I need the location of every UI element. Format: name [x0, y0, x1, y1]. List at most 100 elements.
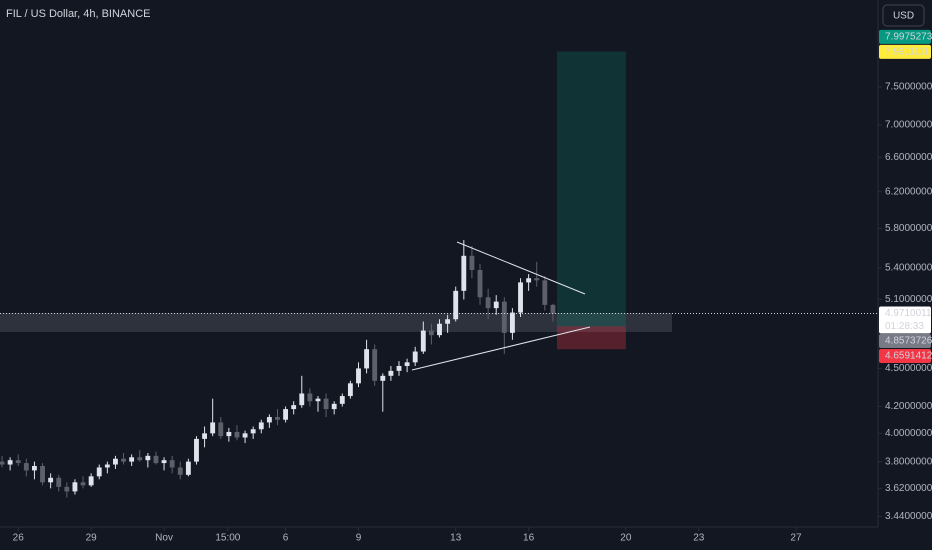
- candle-body: [509, 312, 515, 333]
- candle-body: [202, 433, 207, 439]
- candle-body: [445, 319, 451, 324]
- price-marker-box: [879, 349, 931, 364]
- y-tick-label: 4.0000000: [885, 428, 932, 439]
- y-tick-label: 6.6000000: [885, 152, 932, 163]
- candle-body: [64, 486, 70, 492]
- y-tick-label: 7.0000000: [885, 120, 932, 131]
- candle-body: [32, 465, 37, 471]
- candle-body: [542, 280, 548, 305]
- y-tick-label: 4.5000000: [885, 363, 932, 374]
- candle-body: [275, 417, 280, 420]
- candle-body: [15, 460, 21, 464]
- chart-title: FIL / US Dollar, 4h, BINANCE: [6, 8, 150, 20]
- candle-body: [534, 278, 540, 281]
- candle-body: [129, 457, 135, 462]
- candle-body: [283, 409, 289, 420]
- candle-body: [331, 403, 337, 410]
- candle-body: [404, 362, 410, 366]
- stop-loss-zone: [556, 326, 626, 350]
- candle-body: [396, 365, 402, 371]
- x-tick-label: 27: [790, 533, 802, 544]
- candle-body: [307, 393, 313, 402]
- y-tick-label: 5.4000000: [885, 263, 932, 274]
- candle-body: [412, 351, 418, 363]
- candle-body: [266, 417, 272, 423]
- candle-body: [339, 396, 345, 404]
- candle-body: [226, 431, 232, 437]
- candle-body: [56, 477, 62, 487]
- x-tick-label: 6: [283, 533, 289, 544]
- currency-button[interactable]: [882, 4, 925, 27]
- candle-body: [72, 482, 78, 492]
- candle-body: [315, 398, 321, 402]
- x-tick-label: 23: [693, 533, 705, 544]
- candle-body: [169, 460, 175, 468]
- x-tick-label: 26: [13, 533, 25, 544]
- price-marker-label: 7.9911111: [885, 47, 930, 58]
- triangle-lower-line: [411, 326, 591, 371]
- take-profit-zone: [556, 51, 626, 327]
- candle-body: [437, 323, 442, 336]
- candle-body: [526, 278, 532, 283]
- candle-body: [80, 482, 86, 486]
- candle-body: [121, 458, 126, 462]
- candle-body: [210, 422, 216, 434]
- candle-body: [291, 405, 297, 410]
- candle-body: [380, 375, 386, 381]
- candle-body: [258, 422, 264, 430]
- x-tick-label: 29: [86, 533, 98, 544]
- candle-body: [7, 460, 13, 465]
- candle-body: [177, 467, 183, 475]
- y-tick-label: 5.1000000: [885, 294, 932, 305]
- candle-body: [48, 477, 54, 483]
- candle-body: [40, 465, 45, 483]
- candle-body: [388, 370, 394, 376]
- candle-body: [23, 463, 29, 471]
- currency-label[interactable]: USD: [893, 11, 914, 22]
- candle-body: [137, 457, 143, 461]
- candle-body: [518, 282, 523, 313]
- x-tick-label: 13: [450, 533, 462, 544]
- candle-body: [420, 330, 426, 352]
- last-price-box: [879, 306, 931, 334]
- x-tick-label: 20: [620, 533, 632, 544]
- candle-body: [493, 301, 499, 309]
- candle-body: [88, 476, 94, 486]
- candle-body: [161, 460, 167, 464]
- candle-body: [550, 304, 556, 314]
- candle-body: [356, 368, 361, 384]
- x-tick-label: 9: [356, 533, 362, 544]
- y-tick-label: 7.5000000: [885, 81, 932, 92]
- price-marker-box: [879, 44, 931, 59]
- candle-body: [250, 429, 256, 434]
- candle-body: [453, 290, 459, 320]
- y-tick-label: 5.8000000: [885, 223, 932, 234]
- candle-body: [104, 464, 110, 468]
- candle-body: [477, 269, 483, 298]
- last-price-label: 4.9710011: [885, 308, 932, 319]
- candle-body: [145, 455, 151, 461]
- price-marker-box: [879, 29, 931, 44]
- candle-body: [234, 431, 240, 438]
- y-tick-label: 3.8000000: [885, 456, 932, 467]
- candle-body: [153, 455, 159, 464]
- y-tick-label: 3.6200000: [885, 483, 932, 494]
- axes: 7.5000000 7.0000000 6.6000000 6.2000000 5.80…: [13, 29, 932, 544]
- candle-body: [485, 297, 491, 309]
- candle-body: [218, 422, 224, 437]
- candle-body: [323, 398, 329, 410]
- candle-body: [347, 383, 353, 397]
- candle-body: [469, 255, 475, 270]
- candle-body: [242, 433, 248, 438]
- candle-body: [0, 461, 5, 465]
- candle-body: [96, 467, 102, 477]
- y-tick-label: 6.2000000: [885, 186, 932, 197]
- countdown-label: 01:28:33: [885, 321, 924, 332]
- candle-body: [501, 301, 507, 333]
- x-tick-label: 16: [523, 533, 535, 544]
- candle-body: [428, 330, 434, 336]
- drawings-front: [0, 241, 878, 371]
- candle-body: [372, 349, 378, 381]
- x-tick-label: 15:00: [215, 533, 240, 544]
